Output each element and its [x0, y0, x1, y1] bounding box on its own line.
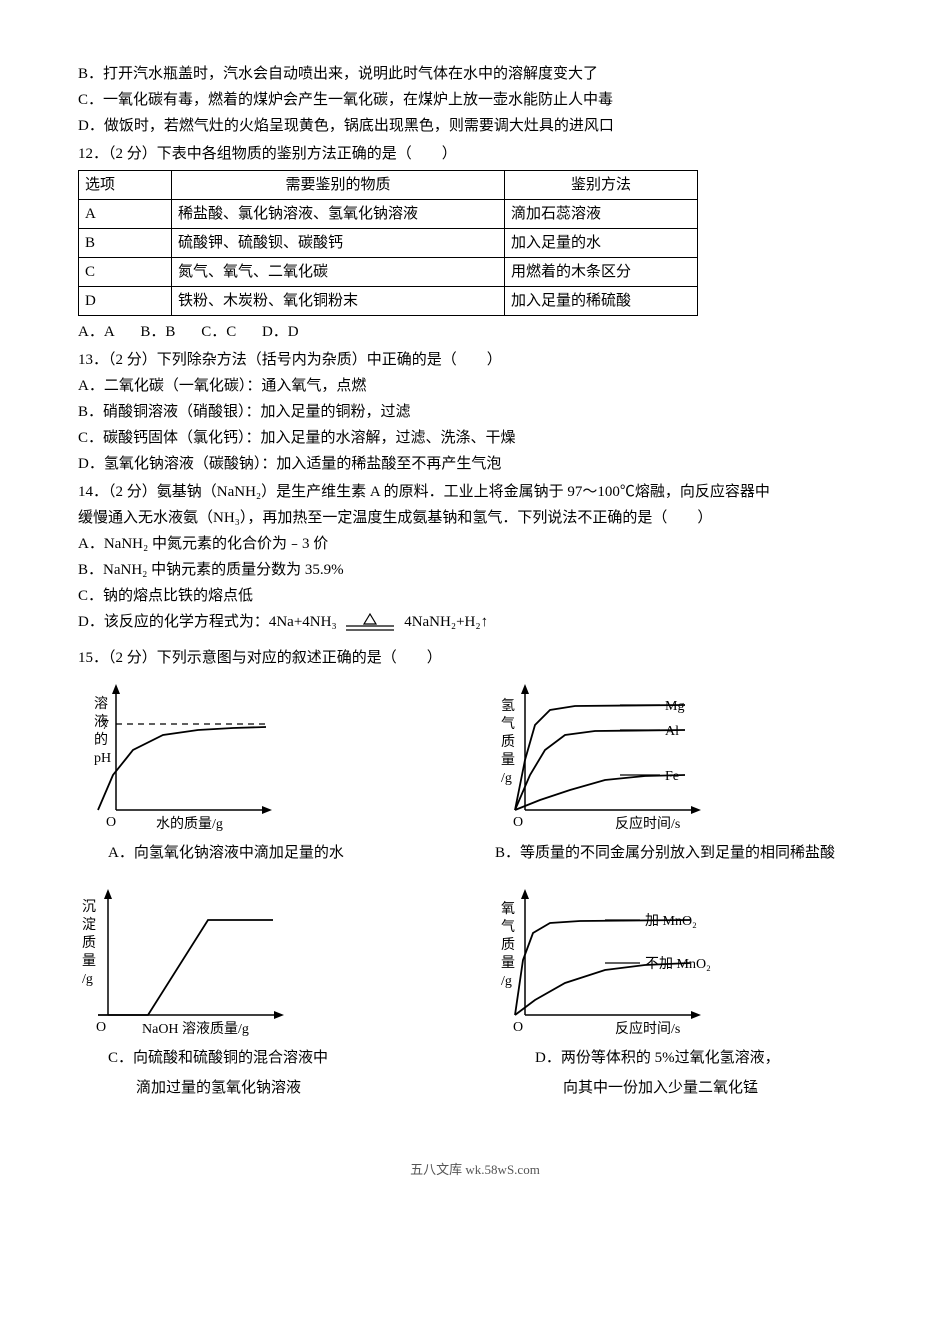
th-option: 选项: [79, 171, 172, 200]
q15-chart-b-cell: 氢气质量/g Mg Al Fe O 反应时间/s B．等质量的不同金属分别放入到足量的相同…: [475, 680, 872, 865]
q15-chart-c-cell: 沉淀质量/g O NaOH 溶液质量/g C．向硫酸和硫酸铜的混合溶液中 滴加过量的…: [78, 885, 475, 1100]
q14-opt-c: C．钠的熔点比铁的熔点低: [78, 584, 872, 608]
svg-text:气: 气: [501, 919, 515, 935]
svg-text:Mg: Mg: [665, 699, 684, 714]
q13-stem: 13．（2 分）下列除杂方法（括号内为杂质）中正确的是（ ）: [78, 348, 872, 372]
svg-text:NaOH 溶液质量/g: NaOH 溶液质量/g: [142, 1021, 249, 1037]
opt-b-pre: B．打开汽水瓶盖时，汽水会自动喷出来，说明此时气体在水中的溶解度变大了: [78, 62, 872, 86]
svg-text:量: 量: [501, 752, 515, 768]
cell: 加入足量的稀硫酸: [505, 287, 698, 316]
page-footer: 五八文库 wk.58wS.com: [78, 1160, 872, 1181]
q14-d-post: 4NaNH₂+H₂↑: [404, 614, 488, 630]
q15-opt-d1: D．两份等体积的 5%过氧化氢溶液，: [475, 1046, 872, 1070]
q15-opt-c1: C．向硫酸和硫酸铜的混合溶液中: [78, 1046, 475, 1070]
svg-text:氢: 氢: [501, 698, 515, 714]
table-row: C 氮气、氧气、二氧化碳 用燃着的木条区分: [79, 258, 698, 287]
cell: 铁粉、木炭粉、氧化铜粉末: [172, 287, 505, 316]
svg-text:水的质量/g: 水的质量/g: [156, 816, 223, 832]
table-row: A 稀盐酸、氯化钠溶液、氢氧化钠溶液 滴加石蕊溶液: [79, 200, 698, 229]
q15-chart-d-cell: 氧气质量/g 加 MnO₂ 不加 MnO₂ O 反应时间/s D．两份等体积的 5%过氧…: [475, 885, 872, 1100]
q13-opt-a: A．二氧化碳（一氧化碳）：通入氧气，点燃: [78, 374, 872, 398]
th-substance: 需要鉴别的物质: [172, 171, 505, 200]
svg-text:O: O: [513, 815, 523, 830]
svg-text:溶: 溶: [94, 696, 108, 712]
svg-text:/g: /g: [82, 972, 93, 987]
svg-text:氧: 氧: [501, 901, 515, 917]
cell: C: [79, 258, 172, 287]
opt-c-pre: C．一氧化碳有毒，燃着的煤炉会产生一氧化碳，在煤炉上放一壶水能防止人中毒: [78, 88, 872, 112]
svg-text:淀: 淀: [82, 917, 96, 933]
triangle-icon: [364, 614, 376, 624]
q14-opt-d: D．该反应的化学方程式为：4Na+4NH₃ 4NaNH₂+H₂↑: [78, 610, 872, 634]
q12-opt-c: C．C: [201, 324, 236, 340]
svg-text:7: 7: [102, 718, 109, 733]
q12-opt-d: D．D: [262, 324, 299, 340]
svg-text:气: 气: [501, 716, 515, 732]
q12-table: 选项 需要鉴别的物质 鉴别方法 A 稀盐酸、氯化钠溶液、氢氧化钠溶液 滴加石蕊溶…: [78, 170, 698, 316]
chart-a: 溶液的pH7O水的质量/g: [78, 680, 288, 835]
cell: B: [79, 229, 172, 258]
q14-d-pre: D．该反应的化学方程式为：4Na+4NH₃: [78, 614, 337, 630]
reaction-condition-icon: [340, 612, 400, 634]
q12-opt-a: A．A: [78, 324, 115, 340]
svg-text:沉: 沉: [82, 899, 96, 915]
svg-text:O: O: [513, 1020, 523, 1035]
svg-text:/g: /g: [501, 771, 512, 786]
svg-text:的: 的: [94, 732, 108, 748]
svg-text:质: 质: [501, 734, 515, 750]
svg-text:不加 MnO₂: 不加 MnO₂: [645, 956, 711, 972]
svg-text:量: 量: [501, 955, 515, 971]
chart-c: 沉淀质量/g O NaOH 溶液质量/g: [78, 885, 293, 1040]
table-row: B 硫酸钾、硫酸钡、碳酸钙 加入足量的水: [79, 229, 698, 258]
table-row: D 铁粉、木炭粉、氧化铜粉末 加入足量的稀硫酸: [79, 287, 698, 316]
cell: 用燃着的木条区分: [505, 258, 698, 287]
q13-opt-b: B．硝酸铜溶液（硝酸银）：加入足量的铜粉，过滤: [78, 400, 872, 424]
svg-text:质: 质: [82, 935, 96, 951]
q13-opt-d: D．氢氧化钠溶液（碳酸钠）：加入适量的稀盐酸至不再产生气泡: [78, 452, 872, 476]
q15-opt-c2: 滴加过量的氢氧化钠溶液: [78, 1076, 475, 1100]
q12-options: A．A B．B C．C D．D: [78, 320, 872, 344]
chart-d: 氧气质量/g 加 MnO₂ 不加 MnO₂ O 反应时间/s: [495, 885, 745, 1040]
cell: 滴加石蕊溶液: [505, 200, 698, 229]
svg-text:/g: /g: [501, 974, 512, 989]
svg-text:pH: pH: [94, 751, 111, 766]
q14-stem-2: 缓慢通入无水液氨（NH₃），再加热至一定温度生成氨基钠和氢气．下列说法不正确的是…: [78, 506, 872, 530]
svg-text:Fe: Fe: [665, 769, 679, 784]
q15-chart-a-cell: 溶液的pH7O水的质量/g A．向氢氧化钠溶液中滴加足量的水: [78, 680, 475, 865]
opt-d-pre: D．做饭时，若燃气灶的火焰呈现黄色，锅底出现黑色，则需要调大灶具的进风口: [78, 114, 872, 138]
cell: A: [79, 200, 172, 229]
q14-opt-a: A．NaNH₂ 中氮元素的化合价为﹣3 价: [78, 532, 872, 556]
cell: 硫酸钾、硫酸钡、碳酸钙: [172, 229, 505, 258]
q15-opt-b: B．等质量的不同金属分别放入到足量的相同稀盐酸: [475, 841, 872, 865]
svg-text:反应时间/s: 反应时间/s: [615, 1020, 680, 1037]
cell: D: [79, 287, 172, 316]
q15-row1: 溶液的pH7O水的质量/g A．向氢氧化钠溶液中滴加足量的水 氢气质量/gMgA…: [78, 680, 872, 865]
q15-opt-d2: 向其中一份加入少量二氧化锰: [475, 1076, 872, 1100]
cell: 加入足量的水: [505, 229, 698, 258]
svg-text:反应时间/s: 反应时间/s: [615, 815, 680, 832]
chart-b: 氢气质量/g Mg Al Fe O 反应时间/s: [495, 680, 745, 835]
q12-opt-b: B．B: [140, 324, 175, 340]
q14-stem-1: 14．（2 分）氨基钠（NaNH₂）是生产维生素 A 的原料．工业上将金属钠于 …: [78, 480, 872, 504]
svg-text:加 MnO₂: 加 MnO₂: [645, 913, 697, 929]
svg-text:O: O: [96, 1020, 106, 1035]
q15-opt-a: A．向氢氧化钠溶液中滴加足量的水: [78, 841, 475, 865]
table-row: 选项 需要鉴别的物质 鉴别方法: [79, 171, 698, 200]
cell: 氮气、氧气、二氧化碳: [172, 258, 505, 287]
svg-text:O: O: [106, 815, 116, 830]
q15-row2: 沉淀质量/gONaOH 溶液质量/g C．向硫酸和硫酸铜的混合溶液中 滴加过量的…: [78, 885, 872, 1100]
svg-text:质: 质: [501, 937, 515, 953]
svg-text:Al: Al: [665, 724, 679, 739]
q13-opt-c: C．碳酸钙固体（氯化钙）：加入足量的水溶解，过滤、洗涤、干燥: [78, 426, 872, 450]
q14-opt-b: B．NaNH₂ 中钠元素的质量分数为 35.9%: [78, 558, 872, 582]
q15-stem: 15．（2 分）下列示意图与对应的叙述正确的是（ ）: [78, 646, 872, 670]
svg-text:量: 量: [82, 953, 96, 969]
cell: 稀盐酸、氯化钠溶液、氢氧化钠溶液: [172, 200, 505, 229]
th-method: 鉴别方法: [505, 171, 698, 200]
q12-stem: 12．（2 分）下表中各组物质的鉴别方法正确的是（ ）: [78, 142, 872, 166]
